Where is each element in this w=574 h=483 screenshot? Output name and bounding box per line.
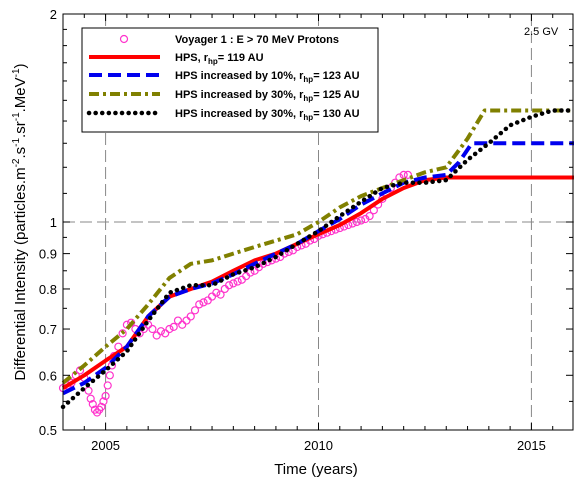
legend-label-hps-125: HPS increased by 30%, rhp= 125 AU (175, 89, 360, 103)
legend: Voyager 1 : E > 70 MeV Protons HPS, rhp=… (81, 27, 379, 133)
data-point (259, 259, 268, 268)
data-point (165, 324, 174, 334)
x-tick-label: 2010 (304, 438, 333, 453)
legend-item-hps-125: HPS increased by 30%, rhp= 125 AU (89, 89, 360, 103)
data-point (178, 320, 187, 329)
y-tick-label: 2 (50, 7, 57, 22)
data-point (88, 400, 97, 409)
x-tick-label: 2005 (91, 438, 120, 453)
series-line-2 (62, 141, 574, 396)
data-point (161, 329, 170, 338)
data-point (352, 217, 361, 227)
legend-item-hps-130: HPS increased by 30%, rhp= 130 AU (86, 108, 360, 122)
series-layer (58, 108, 574, 417)
series-line-3 (61, 108, 574, 385)
data-point (182, 316, 191, 325)
data-point (229, 279, 238, 288)
y-axis-label: Differential Intensity (particles.m-2.s-… (11, 63, 29, 380)
legend-label-hps-123: HPS increased by 10%, rhp= 123 AU (175, 70, 360, 84)
data-point (156, 327, 166, 336)
legend-item-hps-119: HPS, rhp= 119 AU (89, 52, 264, 66)
legend-label-hps-130: HPS increased by 30%, rhp= 130 AU (175, 108, 360, 122)
data-point (86, 394, 95, 403)
data-point (224, 281, 234, 290)
legend-item-voyager: Voyager 1 : E > 70 MeV Protons (119, 34, 339, 46)
x-tick-label: 2015 (517, 438, 546, 453)
data-point (103, 381, 112, 390)
data-point (216, 290, 225, 299)
legend-label-hps-119: HPS, rhp= 119 AU (175, 52, 264, 66)
data-point (152, 331, 161, 340)
data-point (199, 298, 208, 307)
data-point (169, 322, 178, 331)
data-point (233, 277, 242, 286)
data-point (173, 316, 183, 325)
y-tick-label: 1 (50, 215, 57, 230)
data-point (97, 402, 106, 412)
legend-marker-voyager (119, 34, 129, 44)
data-point (356, 216, 366, 225)
y-tick-label: 0.6 (39, 368, 57, 383)
data-point (212, 288, 221, 297)
data-point (99, 397, 108, 406)
legend-label-voyager: Voyager 1 : E > 70 MeV Protons (175, 34, 339, 46)
y-tick-label: 0.8 (39, 282, 57, 297)
x-axis-label: Time (years) (274, 461, 358, 478)
legend-item-hps-123: HPS increased by 10%, rhp= 123 AU (89, 70, 360, 84)
y-tick-label: 0.5 (39, 423, 57, 438)
data-point (118, 329, 127, 338)
data-point (105, 371, 114, 380)
data-point (190, 306, 200, 315)
data-point (365, 211, 374, 221)
data-point (403, 170, 413, 179)
y-tick-label: 0.9 (39, 247, 57, 262)
y-tick-label: 0.7 (39, 322, 57, 337)
annotation-label: 2.5 GV (524, 26, 559, 38)
data-point (195, 300, 204, 309)
data-point (101, 391, 110, 401)
data-point (148, 324, 157, 334)
legend-box (81, 27, 379, 133)
ticks: 2005 2010 2015 0.5 0.6 0.7 0.8 0.9 1 2 (39, 7, 573, 453)
data-point (186, 312, 195, 321)
